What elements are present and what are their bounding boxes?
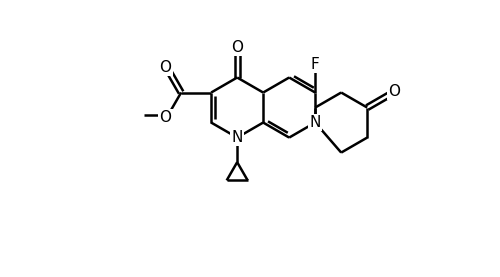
Text: O: O (160, 60, 172, 75)
Text: O: O (160, 110, 172, 125)
Text: O: O (388, 84, 400, 99)
Text: N: N (310, 115, 321, 130)
Text: N: N (232, 130, 243, 145)
Text: F: F (311, 57, 320, 71)
Text: O: O (231, 40, 243, 55)
